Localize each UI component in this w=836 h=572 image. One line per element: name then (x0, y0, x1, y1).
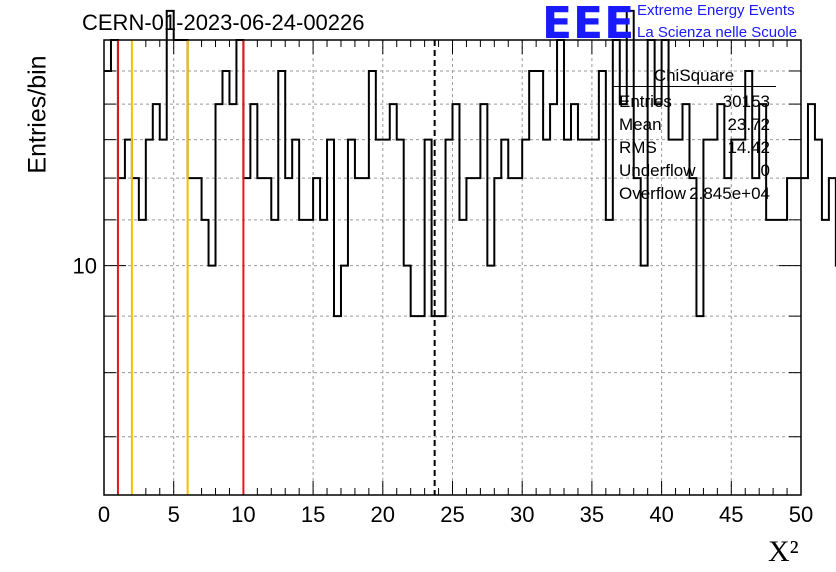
stat-value: 30153 (722, 92, 770, 111)
stat-value: 0 (760, 161, 770, 180)
stat-label: Overflow (619, 184, 687, 203)
stat-row-mean: Mean 23.72 (612, 113, 776, 136)
stat-value: 23.72 (727, 115, 770, 134)
x-tick-label: 30 (510, 502, 534, 527)
run-title: CERN-01-2023-06-24-00226 (82, 10, 365, 35)
stat-row-underflow: Underflow 0 (612, 159, 776, 182)
stat-label: Mean (619, 115, 662, 134)
stat-label: RMS (619, 138, 657, 157)
stat-value: 2.845e+04 (689, 184, 770, 203)
x-tick-label: 5 (168, 502, 180, 527)
x-tick-label: 20 (371, 502, 395, 527)
x-tick-label: 45 (719, 502, 743, 527)
logo-subtitle-1: Extreme Energy Events (637, 2, 795, 19)
x-tick-label: 10 (231, 502, 255, 527)
x-tick-label: 0 (98, 502, 110, 527)
y-tick-label: 10 (73, 254, 97, 279)
grid-lines (104, 39, 801, 495)
stat-label: Entries (619, 92, 672, 111)
logo-subtitle-2: La Scienza nelle Scuole (637, 24, 798, 41)
x-tick-label: 50 (789, 502, 813, 527)
stats-title: ChiSquare (612, 66, 776, 87)
stat-row-entries: Entries 30153 (612, 90, 776, 113)
stat-row-overflow: Overflow 2.845e+04 (612, 182, 776, 205)
tick-labels: 0 5 10 15 20 25 30 35 40 45 50 10 (73, 254, 814, 527)
eee-logo: EEE (542, 0, 636, 49)
y-axis-label: Entries/bin (23, 55, 52, 174)
stats-box: ChiSquare Entries 30153 Mean 23.72 RMS 1… (612, 66, 776, 205)
stat-value: 14.42 (727, 138, 770, 157)
x-tick-label: 35 (580, 502, 604, 527)
x-axis-label: X² (768, 535, 799, 568)
stat-row-rms: RMS 14.42 (612, 136, 776, 159)
marker-lines (116, 40, 436, 495)
plot-frame (103, 39, 802, 496)
x-tick-label: 40 (649, 502, 673, 527)
stat-label: Underflow (619, 161, 696, 180)
x-tick-label: 25 (440, 502, 464, 527)
x-tick-label: 15 (301, 502, 325, 527)
